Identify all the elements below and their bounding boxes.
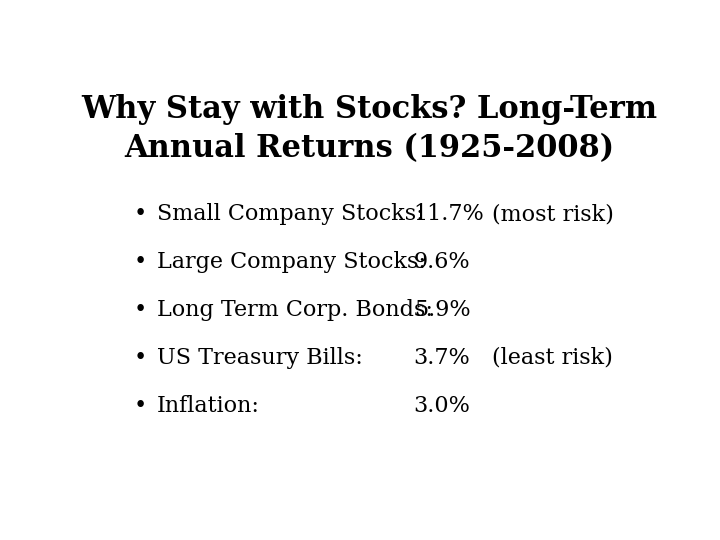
Text: Small Company Stocks:: Small Company Stocks: xyxy=(157,204,423,226)
Text: Long Term Corp. Bonds:: Long Term Corp. Bonds: xyxy=(157,299,433,321)
Text: (least risk): (least risk) xyxy=(492,347,613,369)
Text: 9.6%: 9.6% xyxy=(413,251,470,273)
Text: 5.9%: 5.9% xyxy=(413,299,470,321)
Text: Inflation:: Inflation: xyxy=(157,395,260,417)
Text: Large Company Stocks:: Large Company Stocks: xyxy=(157,251,426,273)
Text: (most risk): (most risk) xyxy=(492,204,613,226)
Text: •: • xyxy=(134,347,147,369)
Text: •: • xyxy=(134,251,147,273)
Text: 3.7%: 3.7% xyxy=(413,347,470,369)
Text: •: • xyxy=(134,204,147,226)
Text: •: • xyxy=(134,395,147,417)
Text: •: • xyxy=(134,299,147,321)
Text: US Treasury Bills:: US Treasury Bills: xyxy=(157,347,363,369)
Text: 11.7%: 11.7% xyxy=(413,204,485,226)
Text: Why Stay with Stocks? Long-Term
Annual Returns (1925-2008): Why Stay with Stocks? Long-Term Annual R… xyxy=(81,94,657,164)
Text: 3.0%: 3.0% xyxy=(413,395,470,417)
